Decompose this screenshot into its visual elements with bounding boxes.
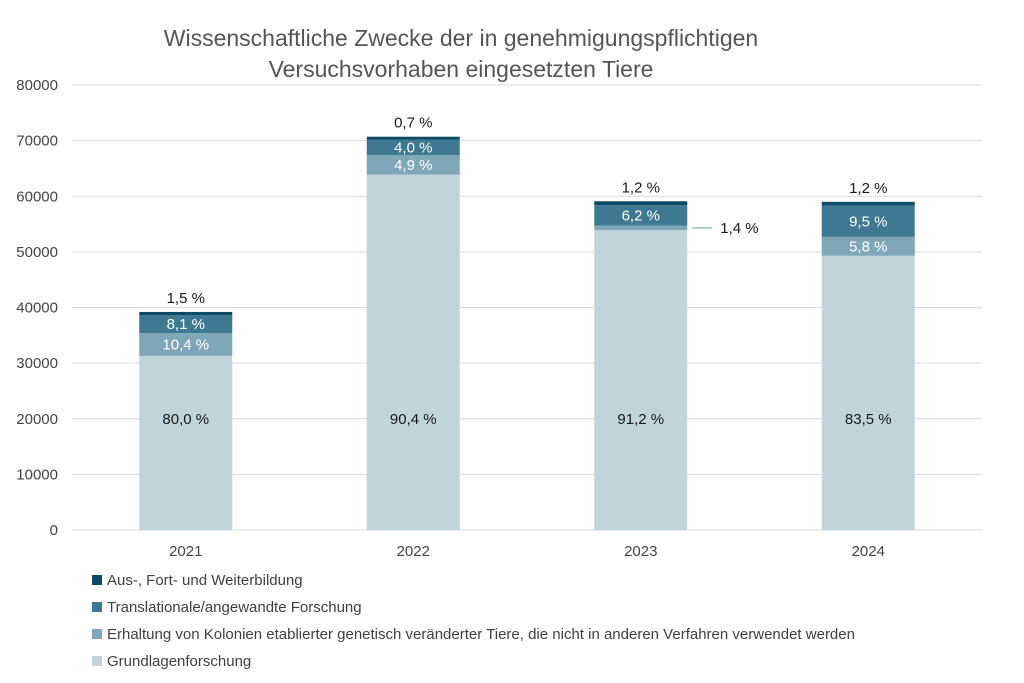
legend-swatch — [92, 575, 102, 585]
data-label: 9,5 % — [849, 213, 887, 230]
bar-segment — [139, 311, 233, 316]
x-tick-label: 2021 — [169, 543, 202, 560]
legend: Aus-, Fort- und Weiterbildung Translation… — [92, 572, 855, 670]
bar-segment — [821, 236, 915, 256]
y-tick-label: 60000 — [16, 188, 58, 205]
y-tick-label: 40000 — [16, 300, 58, 317]
data-label: 80,0 % — [162, 411, 209, 428]
bar-segment — [594, 225, 688, 231]
x-tick-label: 2023 — [624, 543, 657, 560]
legend-label: Grundlagenforschung — [107, 653, 251, 670]
data-label: 0,7 % — [394, 115, 432, 132]
data-label: 8,1 % — [167, 316, 205, 333]
y-tick-label: 50000 — [16, 244, 58, 261]
bar-segment — [594, 201, 688, 206]
data-label: 90,4 % — [390, 411, 437, 428]
data-label: 1,2 % — [622, 179, 660, 196]
bar-segment — [594, 205, 688, 226]
bar-segment — [821, 255, 915, 531]
bar-segment — [139, 315, 233, 334]
chart-title-line-1: Wissenschaftliche Zwecke der in genehmig… — [164, 25, 758, 51]
legend-label: Aus-, Fort- und Weiterbildung — [107, 572, 303, 589]
y-tick-label: 70000 — [16, 133, 58, 150]
y-axis: 0 10000 20000 30000 40000 50000 60000 70000 8000… — [16, 77, 58, 539]
bar-segment — [594, 230, 688, 530]
data-label: 91,2 % — [617, 411, 664, 428]
y-tick-label: 0 — [50, 522, 58, 539]
legend-label: Erhaltung von Kolonien etablierter genet… — [107, 626, 855, 643]
bar-segment — [139, 333, 233, 356]
y-tick-label: 20000 — [16, 411, 58, 428]
y-tick-label: 80000 — [16, 77, 58, 94]
bar-segment — [821, 201, 915, 206]
data-label: 6,2 % — [622, 207, 660, 224]
bar-segment — [821, 205, 915, 237]
data-label: 1,4 % — [720, 220, 758, 237]
legend-swatch — [92, 656, 102, 666]
y-tick-label: 30000 — [16, 355, 58, 372]
legend-swatch — [92, 629, 102, 639]
y-tick-label: 10000 — [16, 466, 58, 483]
bar-segment — [139, 355, 233, 530]
data-labels: 80,0 % 10,4 % 8,1 % 1,5 % 90,4 % 4,9 %4,0 % 0,… — [162, 115, 891, 428]
bar-segment — [366, 155, 460, 175]
bar-segment — [366, 174, 460, 530]
legend-label: Translationale/angewandte Forschung — [107, 599, 362, 616]
bar-segment — [366, 136, 460, 140]
chart-title-line-2: Versuchsvorhaben eingesetzten Tiere — [269, 56, 654, 82]
data-label: 1,5 % — [167, 290, 205, 307]
bars — [139, 136, 915, 531]
data-label: 4,9 % — [394, 157, 432, 174]
x-tick-label: 2022 — [397, 543, 430, 560]
data-label: 1,2 % — [849, 180, 887, 197]
data-label: 4,0 % — [394, 139, 432, 156]
data-label: 83,5 % — [845, 411, 892, 428]
legend-swatch — [92, 602, 102, 612]
x-axis: 2021 2022 2023 2024 — [169, 543, 885, 560]
x-tick-label: 2024 — [852, 543, 885, 560]
data-label: 10,4 % — [162, 336, 209, 353]
data-label: 5,8 % — [849, 238, 887, 255]
bar-segment — [366, 139, 460, 156]
